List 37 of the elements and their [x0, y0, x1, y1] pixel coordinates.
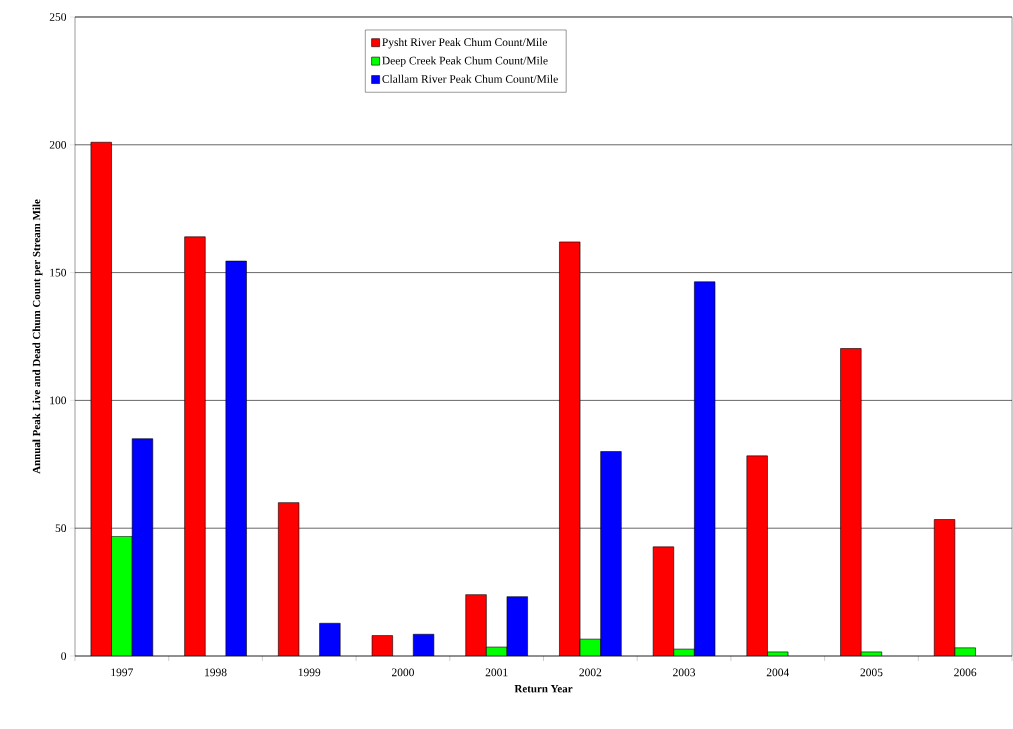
- x-tick-label: 1999: [298, 668, 321, 677]
- bar: [694, 281, 716, 656]
- y-tick-label: 250: [49, 13, 67, 21]
- x-tick-label: 2001: [485, 668, 508, 677]
- bar: [746, 455, 768, 656]
- bar: [225, 260, 247, 656]
- bar: [465, 594, 487, 656]
- x-tick-label: 1998: [205, 668, 227, 677]
- x-tick-label: 2000: [392, 668, 414, 677]
- legend-label: Pysht River Peak Chum Count/Mile: [382, 37, 547, 49]
- bar: [319, 622, 341, 656]
- bar: [184, 236, 206, 656]
- x-tick-label: 1997: [111, 668, 133, 677]
- bar: [506, 596, 528, 656]
- y-axis-title: Annual Peak Live and Dead Chum Count per Stream Mile: [32, 199, 43, 474]
- x-tick-label: 2004: [766, 668, 790, 677]
- y-tick-label: 100: [50, 396, 67, 405]
- bar: [600, 451, 622, 656]
- legend-label: Clallam River Peak Chum Count/Mile: [382, 74, 558, 83]
- x-tick-label: 2006: [954, 668, 977, 677]
- bar: [840, 348, 862, 656]
- y-tick-label: 150: [50, 268, 67, 277]
- x-axis-title: Return Year: [514, 685, 573, 693]
- bar: [111, 536, 133, 656]
- bar: [652, 546, 675, 656]
- bar: [131, 438, 154, 656]
- bar: [559, 241, 581, 656]
- y-tick-label: 0: [61, 652, 67, 660]
- x-tick-label: 2003: [673, 668, 696, 677]
- bar: [278, 502, 300, 656]
- x-tick-label: 2002: [579, 668, 602, 677]
- x-tick-label: 2005: [860, 668, 883, 677]
- y-tick-label: 200: [49, 140, 67, 149]
- bar: [933, 519, 956, 656]
- bar: [90, 141, 112, 656]
- legend-label: Deep Creek Peak Chum Count/Mile: [382, 56, 548, 67]
- y-tick-label: 50: [55, 524, 67, 533]
